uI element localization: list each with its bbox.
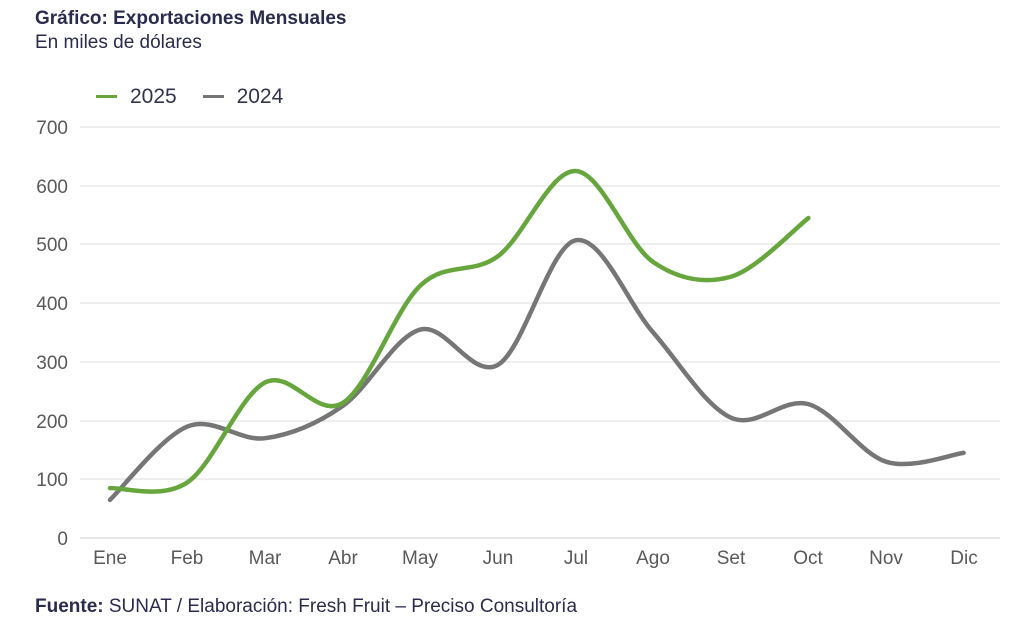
svg-text:500: 500: [36, 235, 68, 256]
svg-text:Mar: Mar: [249, 548, 282, 569]
svg-text:Nov: Nov: [869, 548, 903, 569]
svg-text:700: 700: [36, 118, 68, 139]
svg-text:100: 100: [36, 470, 68, 491]
svg-text:400: 400: [36, 294, 68, 315]
svg-text:Ene: Ene: [93, 548, 127, 569]
svg-text:Ago: Ago: [636, 548, 670, 569]
svg-text:600: 600: [36, 177, 68, 198]
svg-text:Set: Set: [717, 548, 746, 569]
svg-text:200: 200: [36, 412, 68, 433]
svg-text:Dic: Dic: [950, 548, 977, 569]
svg-text:Abr: Abr: [328, 548, 358, 569]
svg-text:Feb: Feb: [171, 548, 204, 569]
svg-text:Jun: Jun: [483, 548, 514, 569]
svg-text:0: 0: [57, 529, 68, 550]
svg-text:Jul: Jul: [564, 548, 588, 569]
svg-text:Oct: Oct: [793, 548, 823, 569]
svg-text:300: 300: [36, 353, 68, 374]
svg-text:May: May: [402, 548, 438, 569]
